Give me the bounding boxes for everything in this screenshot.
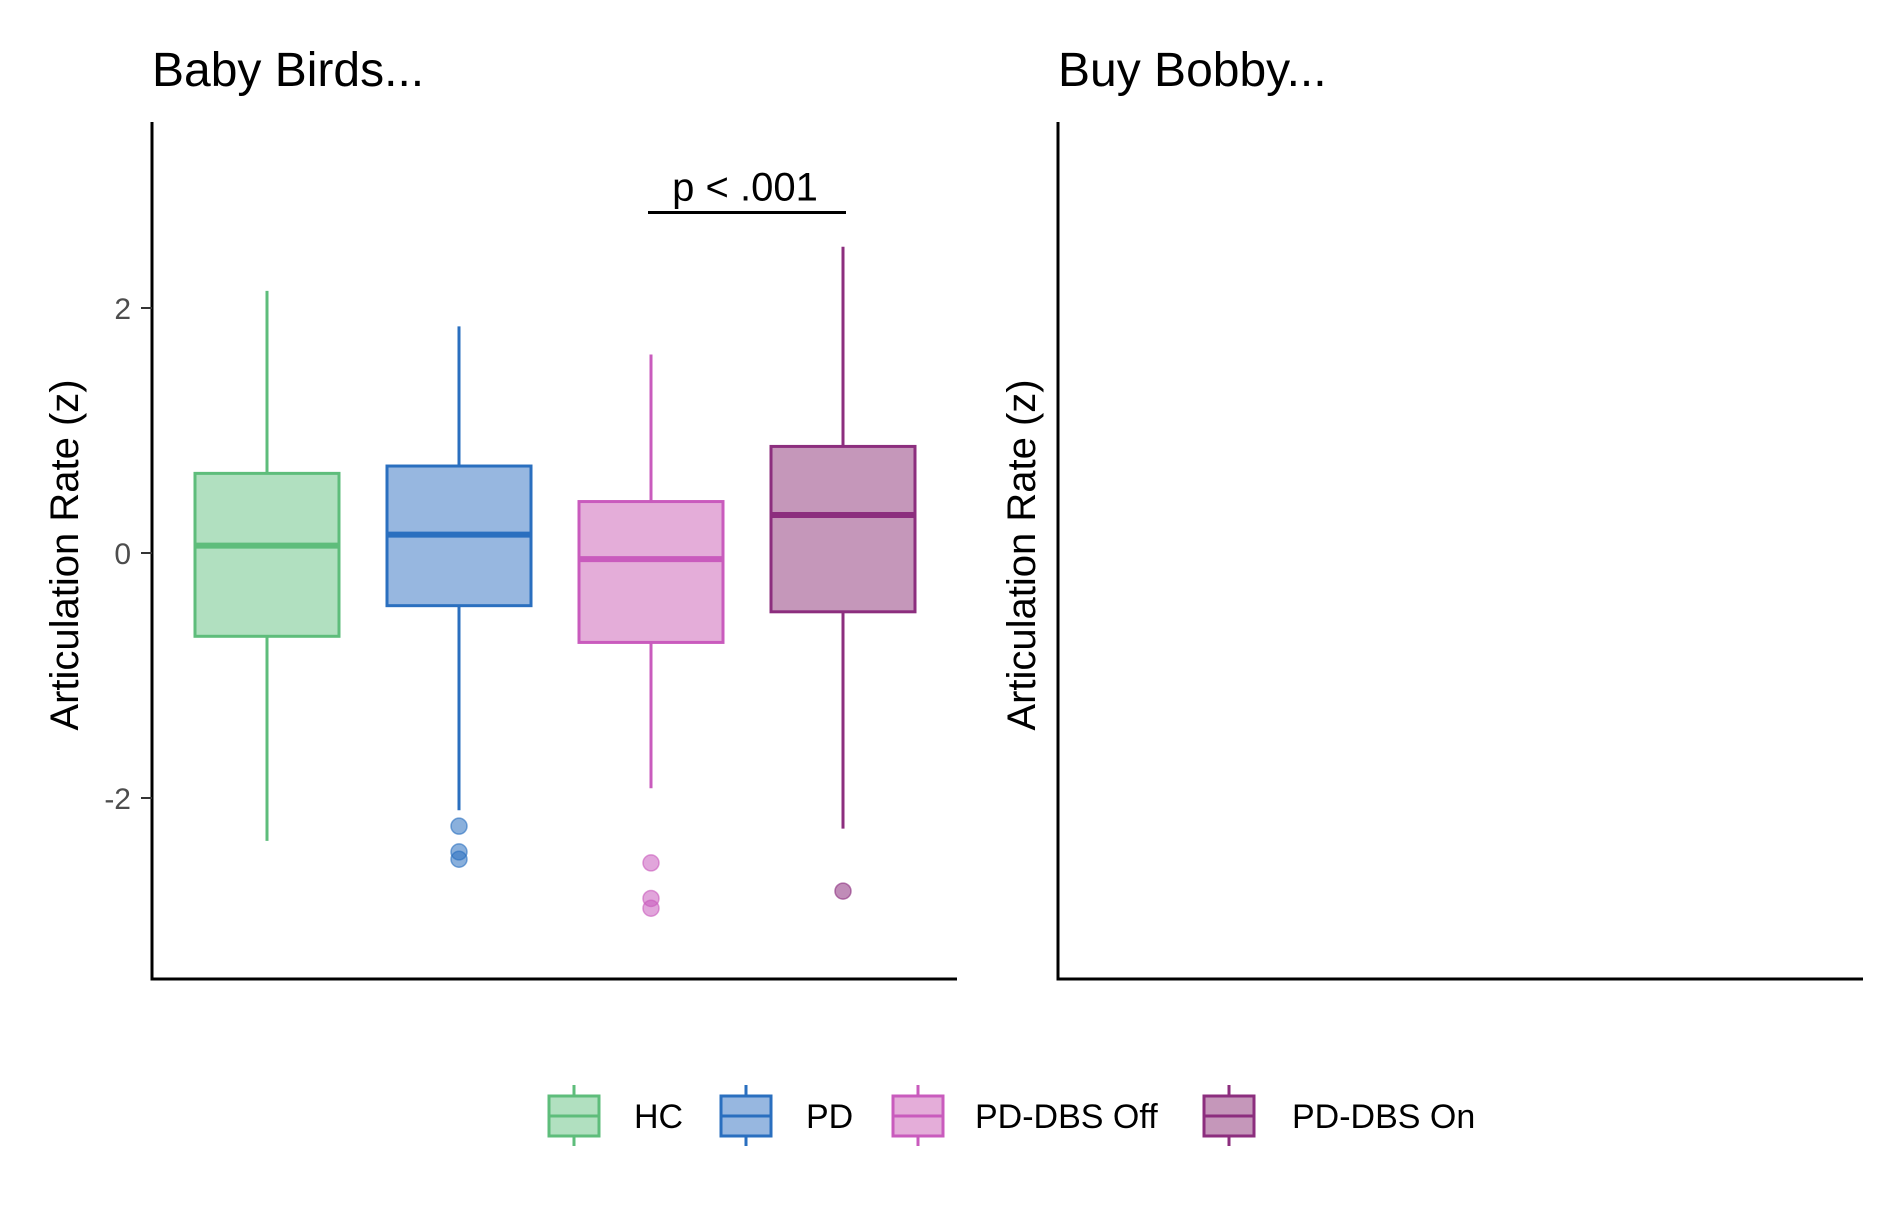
outlier-point — [834, 882, 852, 900]
legend-item: PD-DBS On — [1202, 1085, 1475, 1146]
panel-title-baby-birds: Baby Birds... — [152, 44, 424, 97]
y-tick-label: 0 — [114, 538, 131, 571]
y-axis-label-buy-bobby: Articulation Rate (z) — [1000, 379, 1044, 730]
box-group-hc — [193, 290, 341, 841]
box-iqr — [769, 444, 917, 614]
legend-item: PD-DBS Off — [891, 1085, 1158, 1146]
legend: HC PD PD-DBS Off PD-DBS On — [547, 1085, 1475, 1146]
outlier-point — [450, 817, 468, 835]
box-iqr — [577, 500, 725, 644]
legend-label: PD-DBS On — [1292, 1098, 1475, 1136]
y-axis-label-baby-birds: Articulation Rate (z) — [43, 379, 87, 730]
legend-label: PD-DBS Off — [975, 1098, 1158, 1136]
box-marks-baby-birds — [193, 246, 917, 917]
y-ticks-baby-birds: -2 0 2 — [104, 293, 152, 816]
box-group-pd-dbs-on — [769, 246, 917, 900]
outlier-point — [642, 899, 660, 917]
box-group-pd-dbs-off — [577, 354, 725, 917]
significance-label: p < .001 — [672, 165, 818, 209]
y-tick-label: 2 — [114, 293, 131, 326]
y-tick-label: -2 — [104, 783, 131, 816]
panel-title-buy-bobby: Buy Bobby... — [1058, 44, 1327, 97]
panel-buy-bobby: Buy Bobby... Articulation Rate (z) — [1000, 44, 1863, 981]
legend-item: HC — [547, 1085, 683, 1146]
legend-item: PD — [719, 1085, 853, 1146]
legend-label: PD — [806, 1098, 853, 1136]
outlier-point — [450, 850, 468, 868]
panel-baby-birds: Baby Birds... Articulation Rate (z) -2 0 2… — [43, 44, 957, 981]
legend-label: HC — [634, 1098, 683, 1136]
significance-annotation: p < .001 — [648, 165, 846, 214]
outlier-point — [642, 854, 660, 872]
box-iqr — [193, 471, 341, 638]
box-group-pd — [385, 326, 533, 868]
